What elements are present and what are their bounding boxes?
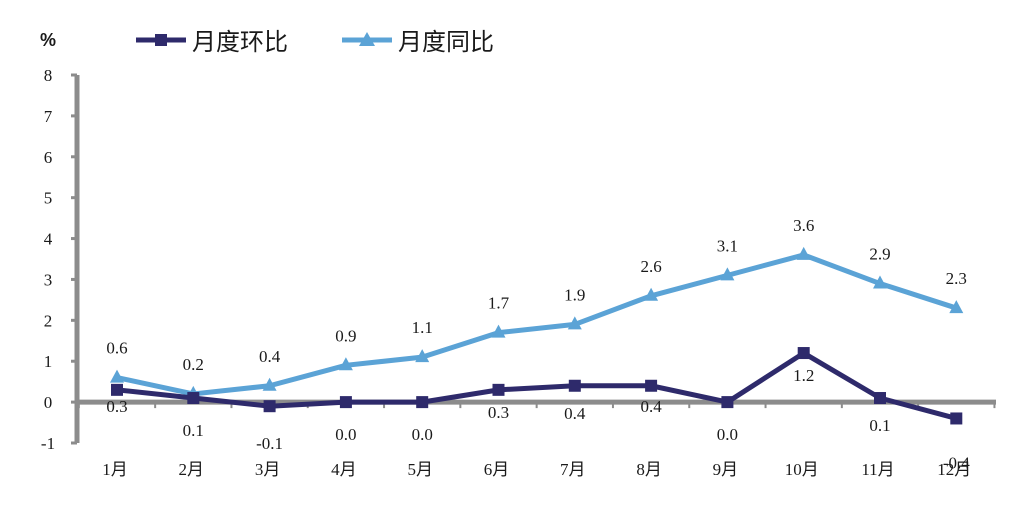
- series-line-yoy: [116, 252, 958, 397]
- legend-item-mom: 月度环比: [136, 28, 288, 56]
- y-tick-labels: -1 0 1 2 3 4 5 6 7 8: [41, 66, 55, 453]
- point-yoy: [262, 377, 277, 391]
- data-label-mom: 0.0: [717, 425, 738, 444]
- point-mom: [492, 383, 505, 396]
- x-tick-label: 1月: [102, 460, 128, 479]
- data-label-yoy: 2.6: [640, 257, 661, 276]
- x-tick-label: 11月: [861, 460, 894, 479]
- y-tick-label: 5: [44, 189, 53, 208]
- point-mom: [950, 412, 963, 425]
- point-mom: [568, 379, 581, 392]
- x-tick-label: 8月: [636, 460, 662, 479]
- point-yoy: [338, 357, 353, 371]
- series-line-mom: [116, 350, 957, 421]
- data-label-mom: -0.4: [943, 453, 970, 472]
- data-label-yoy: 2.9: [869, 245, 890, 264]
- y-tick-label: 7: [44, 107, 53, 126]
- data-label-mom: 0.1: [183, 421, 204, 440]
- y-tick-label: 4: [44, 230, 53, 249]
- x-tick-label: 7月: [560, 460, 586, 479]
- point-yoy: [415, 349, 430, 363]
- y-tick-label: 8: [44, 66, 53, 85]
- data-label-mom: 0.4: [564, 404, 586, 423]
- data-label-yoy: 0.9: [335, 326, 356, 345]
- data-label-yoy: 0.4: [259, 347, 281, 366]
- data-label-yoy: 2.3: [946, 269, 967, 288]
- y-tick-label: 0: [44, 393, 53, 412]
- data-label-yoy: 1.1: [412, 318, 433, 337]
- point-mom: [797, 347, 810, 360]
- x-tick-label: 4月: [331, 460, 357, 479]
- y-tick-label: 2: [44, 311, 53, 330]
- point-mom: [645, 379, 658, 392]
- point-mom: [416, 396, 429, 409]
- x-tick-label: 5月: [407, 460, 433, 479]
- point-yoy: [796, 246, 811, 260]
- data-label-yoy: 3.6: [793, 216, 814, 235]
- x-tick-label: 12月: [937, 460, 971, 479]
- data-label-mom: -0.1: [256, 434, 283, 453]
- point-yoy: [644, 287, 659, 301]
- point-yoy: [949, 300, 964, 314]
- data-label-mom: 0.0: [335, 425, 356, 444]
- data-label-mom: 0.3: [106, 397, 127, 416]
- point-mom: [187, 392, 200, 405]
- data-label-mom: 0.4: [640, 397, 662, 416]
- x-tick-labels: 1月 2月 3月 4月 5月 6月 7月 8月 9月 10月 11月 12月: [102, 460, 971, 479]
- y-tick-label: 3: [44, 270, 53, 289]
- data-label-mom: 0.3: [488, 403, 509, 422]
- legend-item-yoy: 月度同比: [342, 28, 494, 56]
- legend-marker-yoy: [359, 32, 375, 46]
- data-label-mom: 1.2: [793, 366, 814, 385]
- data-label-mom: 0.0: [412, 425, 433, 444]
- point-mom: [111, 383, 123, 396]
- data-label-yoy: 1.7: [488, 294, 510, 313]
- legend-label-mom: 月度环比: [192, 28, 288, 56]
- legend: 月度环比 月度同比: [136, 28, 494, 56]
- y-tick-label: 6: [44, 148, 53, 167]
- x-tick-label: 9月: [713, 460, 739, 479]
- point-yoy: [110, 369, 124, 383]
- data-label-yoy: 1.9: [564, 285, 585, 304]
- y-axis-unit-label: %: [40, 30, 56, 50]
- x-tick-label: 3月: [255, 460, 281, 479]
- data-label-yoy: 3.1: [717, 236, 738, 255]
- point-mom: [339, 396, 352, 409]
- legend-marker-mom: [155, 34, 167, 46]
- data-label-yoy: 0.2: [183, 355, 204, 374]
- data-label-yoy: 0.6: [106, 339, 127, 358]
- data-label-mom: 0.1: [869, 416, 890, 435]
- point-yoy: [491, 324, 506, 338]
- y-tick-label: 1: [44, 352, 53, 371]
- x-tick-label: 6月: [484, 460, 510, 479]
- series-layer: 0.6 0.2 0.4 0.9 1.1 1.7 1.9 2.6 3.1 3.6 2.9 2.3 0.3 0…: [106, 216, 970, 473]
- point-yoy: [567, 316, 582, 330]
- point-mom: [874, 392, 886, 405]
- legend-label-yoy: 月度同比: [398, 28, 494, 56]
- x-tick-label: 2月: [179, 460, 205, 479]
- point-mom: [263, 400, 276, 413]
- point-yoy: [873, 275, 887, 289]
- y-tick-label: -1: [41, 434, 55, 453]
- point-yoy: [720, 267, 735, 281]
- point-mom: [721, 396, 734, 409]
- x-tick-label: 10月: [785, 460, 819, 479]
